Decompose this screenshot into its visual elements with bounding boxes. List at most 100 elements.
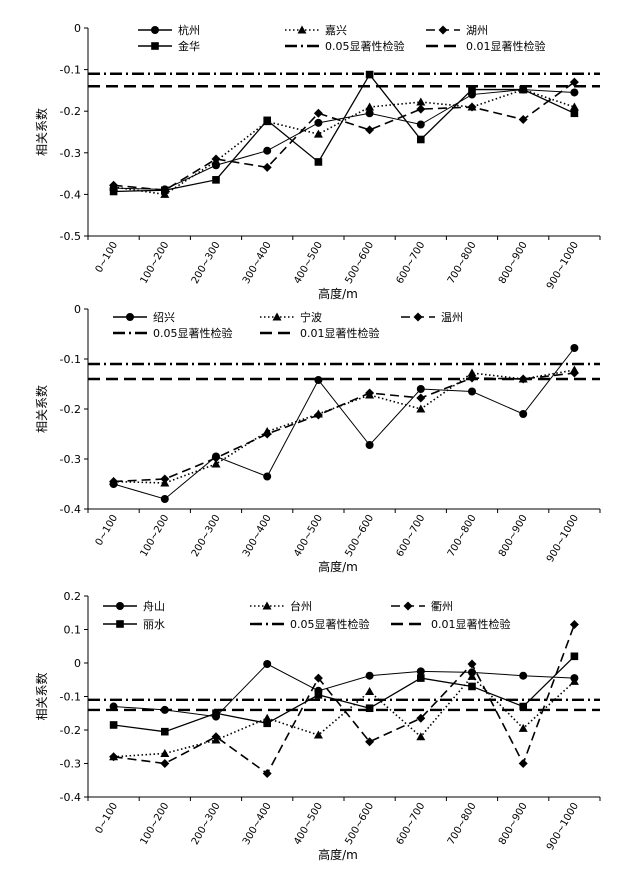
legend-marker <box>262 601 272 610</box>
y-axis-title: 相关系数 <box>34 672 49 720</box>
data-point <box>467 368 477 377</box>
data-point <box>416 385 425 393</box>
x-tick-label: 400~500 <box>292 240 325 286</box>
data-point <box>161 727 169 736</box>
data-point <box>519 410 528 418</box>
legend-marker <box>297 25 307 34</box>
legend-label: 宁波 <box>300 310 322 324</box>
chart-panel-2: 0 -0.1 -0.2 -0.3 -0.4 0~100 100~200 200~300 300~… <box>34 303 601 574</box>
data-point <box>518 723 528 732</box>
data-point <box>416 667 425 676</box>
chart-panel-1: 0 -0.1 -0.2 -0.3 -0.4 -0.5 0~100 100~200 200~300… <box>34 22 601 301</box>
x-tick-label: 600~700 <box>395 513 428 559</box>
y-tick-label: -0.3 <box>60 758 81 771</box>
data-point <box>365 125 375 135</box>
x-tick-label: 200~300 <box>190 240 223 286</box>
data-point <box>211 154 221 164</box>
legend-label: 温州 <box>441 311 463 324</box>
data-point <box>518 374 528 384</box>
data-point <box>109 477 119 486</box>
y-tick-label: 0 <box>74 303 81 316</box>
legend-item: 绍兴 <box>113 310 175 324</box>
data-point <box>467 102 477 112</box>
data-point <box>262 162 272 172</box>
data-point <box>314 158 323 166</box>
legend-item: 宁波 <box>260 310 322 324</box>
x-tick-label: 500~600 <box>343 801 376 847</box>
legend-marker <box>403 601 413 611</box>
data-point <box>365 686 375 695</box>
x-tick-label: 900~1000 <box>545 513 581 564</box>
legend-item: 0.01显著性检验 <box>391 617 511 631</box>
x-tick-label: 500~600 <box>343 240 376 286</box>
data-point <box>365 388 375 398</box>
data-point <box>416 393 426 403</box>
data-point <box>467 373 477 383</box>
legend-label: 杭州 <box>178 23 200 37</box>
series-line-丽水 <box>113 655 575 733</box>
data-point <box>569 368 579 378</box>
legend-item: 舟山 <box>103 599 165 613</box>
y-tick-label: -0.2 <box>60 403 81 416</box>
data-point <box>211 459 221 468</box>
data-point <box>263 116 271 125</box>
y-tick-label: -0.3 <box>60 453 81 466</box>
series-line-宁波 <box>113 369 575 484</box>
x-tick-label: 800~900 <box>497 513 530 559</box>
data-point <box>160 748 170 757</box>
data-point <box>467 671 477 680</box>
data-point <box>109 702 118 711</box>
series-line-衢州 <box>113 624 576 775</box>
data-point <box>365 704 374 713</box>
data-point <box>212 709 220 718</box>
data-point <box>263 472 272 481</box>
data-point <box>518 759 528 768</box>
x-tick-label: 300~400 <box>241 801 274 847</box>
legend-item: 嘉兴 <box>285 23 347 37</box>
y-tick-label: -0.4 <box>60 188 81 201</box>
y-tick-label: 0 <box>74 657 81 670</box>
x-tick-label: 400~500 <box>292 801 325 847</box>
data-point <box>109 187 118 196</box>
data-point <box>314 376 323 384</box>
x-axis-title: 高度/m <box>318 559 358 574</box>
legend-marker <box>438 25 448 35</box>
data-point <box>417 674 425 682</box>
data-point <box>416 120 425 129</box>
legend-label: 0.01显著性检验 <box>431 617 511 631</box>
y-tick-label: 0.1 <box>64 624 82 637</box>
data-point <box>365 109 374 118</box>
legend-marker <box>272 312 282 321</box>
legend-label: 0.05显著性检验 <box>153 326 233 340</box>
x-tick-label: 500~600 <box>343 513 376 559</box>
legend-item: 0.01显著性检验 <box>260 326 380 340</box>
data-point <box>467 659 477 669</box>
x-tick-label: 300~400 <box>241 513 274 559</box>
series-line-湖州 <box>113 81 575 192</box>
data-point <box>313 129 323 138</box>
x-tick-label: 700~800 <box>446 513 479 559</box>
series-line-杭州 <box>113 89 575 190</box>
legend-marker <box>116 620 124 628</box>
x-axis-title: 高度/m <box>318 847 358 862</box>
legend-label: 丽水 <box>143 618 165 631</box>
legend-label: 衢州 <box>431 600 453 613</box>
x-tick-label: 700~800 <box>446 801 479 847</box>
data-point <box>160 705 169 714</box>
legend-item: 0.05显著性检验 <box>113 326 233 340</box>
x-tick-label: 800~900 <box>497 240 530 286</box>
x-tick-label: 800~900 <box>497 801 530 847</box>
data-point <box>211 453 221 463</box>
data-point <box>109 180 119 190</box>
x-tick-label: 200~300 <box>190 801 223 847</box>
data-point <box>365 671 374 680</box>
data-point <box>262 429 272 439</box>
x-tick-label: 100~200 <box>139 513 172 559</box>
data-point <box>263 146 272 155</box>
data-point <box>570 88 579 97</box>
data-point <box>161 186 169 195</box>
legend-item: 0.01显著性检验 <box>426 39 546 53</box>
data-point <box>313 108 323 118</box>
data-point <box>468 85 476 94</box>
